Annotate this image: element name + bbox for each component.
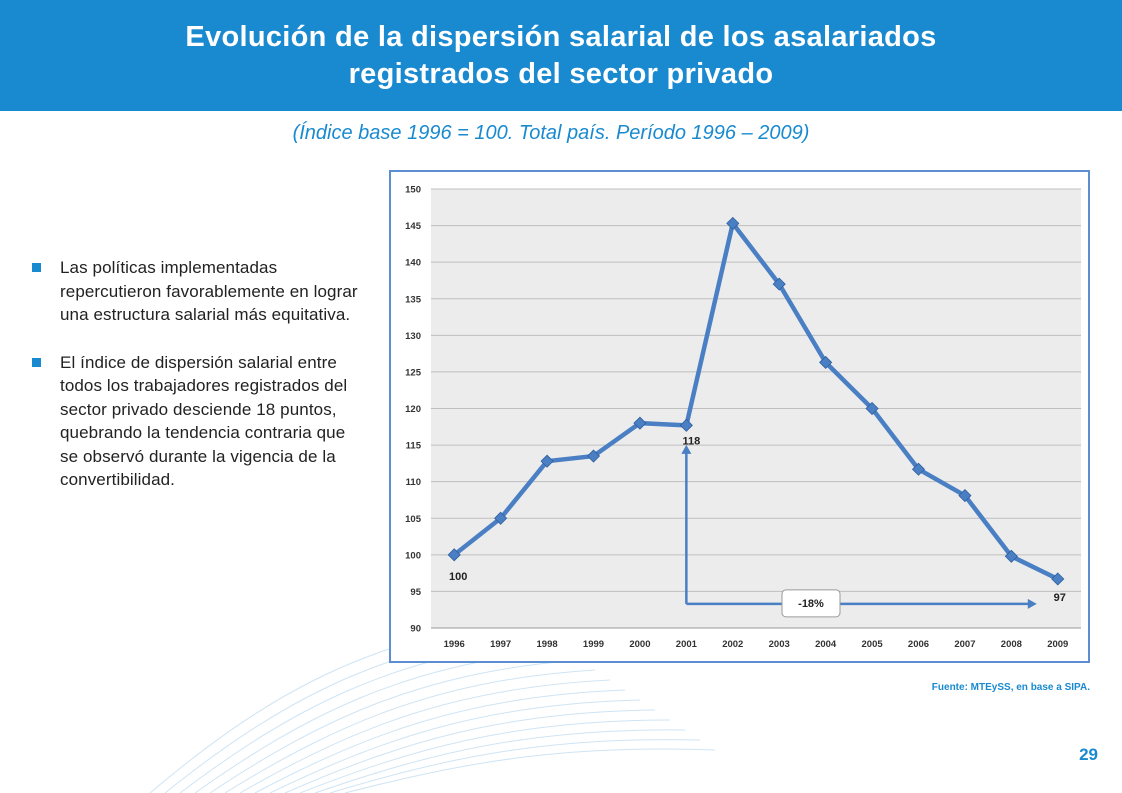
bullet-list: Las políticas implementadas repercutiero… — [32, 256, 362, 516]
bullet-item: Las políticas implementadas repercutiero… — [32, 256, 362, 327]
bullet-text: El índice de dispersión salarial entre t… — [60, 352, 348, 490]
series-line — [451, 221, 1061, 582]
x-tick-label: 2000 — [629, 639, 650, 650]
decorative-wave-lines — [149, 619, 716, 793]
x-tick-label: 1998 — [537, 639, 558, 650]
change-box — [781, 589, 841, 618]
data-point-marker — [911, 462, 926, 476]
data-point-marker — [494, 511, 508, 525]
y-tick-label: 110 — [406, 477, 421, 488]
page-title-line1: Evolución de la dispersión salarial de l… — [185, 20, 937, 53]
y-tick-label: 130 — [405, 331, 421, 342]
page-title-line2: registrados del sector privado — [348, 57, 774, 90]
y-tick-label: 135 — [405, 294, 422, 305]
arrow-head-up-icon — [681, 444, 692, 454]
data-point-marker — [865, 401, 879, 416]
y-tick-label: 145 — [405, 221, 422, 232]
x-tick-label: 2006 — [908, 639, 929, 650]
data-point-marker — [586, 449, 601, 463]
x-tick-label: 1999 — [583, 639, 604, 650]
x-tick-label: 1997 — [490, 639, 511, 650]
data-point-marker — [1051, 572, 1065, 586]
data-point-marker — [819, 355, 833, 369]
data-point-marker — [447, 548, 461, 562]
change-label: -18% — [798, 598, 824, 610]
data-point-marker — [679, 418, 693, 432]
x-tick-label: 2005 — [862, 639, 884, 650]
data-point-marker — [958, 489, 972, 503]
x-tick-label: 2003 — [769, 639, 790, 650]
x-tick-label: 2001 — [676, 639, 698, 650]
bullet-text: Las políticas implementadas repercutiero… — [60, 258, 358, 324]
chart-subtitle: (Índice base 1996 = 100. Total país. Per… — [292, 122, 810, 144]
y-tick-label: 115 — [406, 441, 422, 452]
y-tick-label: 95 — [410, 587, 421, 598]
x-tick-label: 2002 — [722, 639, 743, 650]
y-tick-label: 120 — [405, 404, 421, 415]
x-tick-label: 1996 — [444, 639, 465, 650]
x-tick-label: 2004 — [815, 639, 837, 650]
line-chart: 90 95 100 105 110 115 120 125 130 135 140 145 150 199… — [405, 185, 1081, 650]
data-point-marker — [726, 216, 740, 230]
data-label-1996: 100 — [449, 571, 467, 583]
data-point-marker — [1004, 549, 1018, 563]
page-number: 29 — [1079, 745, 1098, 764]
data-point-marker — [540, 454, 554, 468]
x-tick-label: 2009 — [1047, 639, 1068, 650]
square-bullet-icon — [32, 263, 41, 272]
data-point-marker — [633, 416, 647, 430]
data-point-marker — [772, 277, 786, 291]
y-tick-label: 125 — [405, 367, 422, 378]
y-tick-label: 105 — [405, 514, 422, 525]
x-tick-label: 2007 — [954, 639, 975, 650]
y-tick-label: 140 — [405, 258, 421, 269]
arrow-head-right-icon — [1027, 598, 1037, 609]
source-note: Fuente: MTEySS, en base a SIPA. — [931, 682, 1090, 693]
x-tick-label: 2008 — [1001, 639, 1022, 650]
y-tick-label: 90 — [410, 624, 421, 635]
y-tick-label: 100 — [405, 550, 421, 561]
header-banner: Evolución de la dispersión salarial de l… — [0, 0, 1122, 111]
bullet-item: El índice de dispersión salarial entre t… — [32, 351, 362, 492]
data-label-2001: 118 — [682, 435, 700, 447]
square-bullet-icon — [32, 357, 41, 367]
y-tick-label: 150 — [405, 185, 421, 196]
data-label-2009: 97 — [1054, 592, 1066, 604]
